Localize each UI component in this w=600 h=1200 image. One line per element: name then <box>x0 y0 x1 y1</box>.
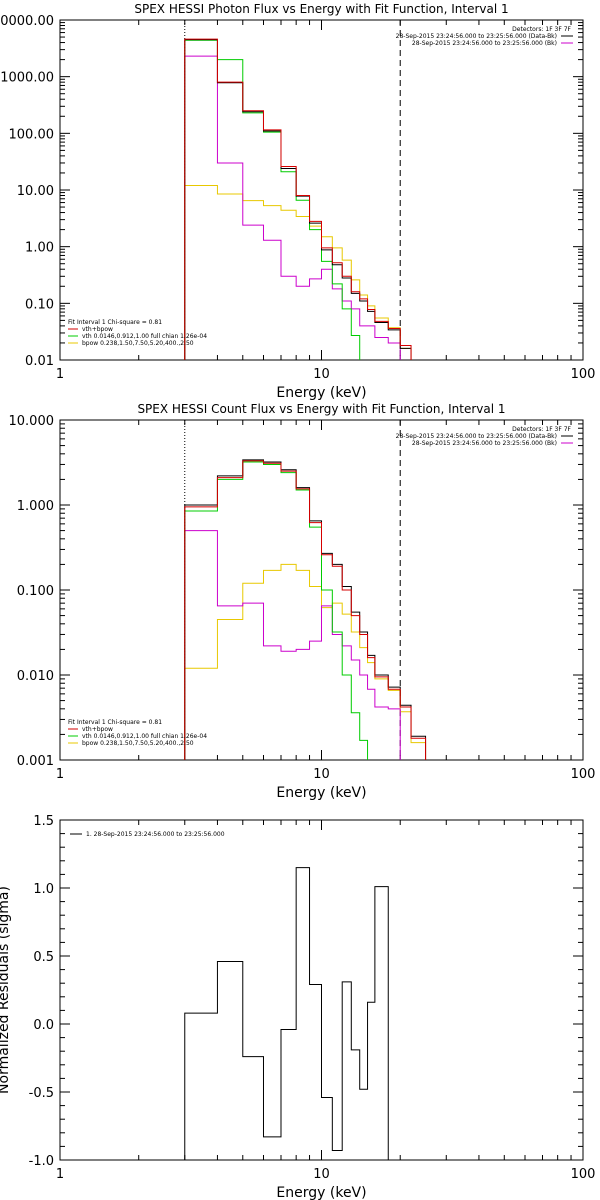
x-tick-label: 1 <box>56 767 64 782</box>
y-tick-label: 10.00 <box>17 184 54 199</box>
series-bpow-line <box>184 563 427 760</box>
y-axis-label: Normalized Residuals (sigma) <box>0 886 12 1094</box>
y-tick-label: 0.10 <box>25 297 54 312</box>
series-group <box>184 867 401 1160</box>
series-bk-line <box>184 55 401 360</box>
x-axis-label: Energy (keV) <box>276 785 366 801</box>
legend-data-interval: 28-Sep-2015 23:24:56.000 to 23:25:56.000… <box>396 33 557 40</box>
legend-sum-label: vth+bpow <box>82 726 113 733</box>
y-tick-label: 0.010 <box>17 669 54 684</box>
residuals-panel: 1 10 100 -1.0 -0.5 0.0 0.5 1.0 1.5 Energy (keV) No… <box>0 814 595 1200</box>
legend-fit-info: Fit Interval 1 Chi-square = 0.81 <box>68 319 162 326</box>
count-flux-panel: SPEX HESSI Count Flux vs Energy with Fit… <box>9 402 596 801</box>
legend-vth-label: vth 0.0146,0.912,1.00 full chian 1.26e-0… <box>82 333 207 340</box>
y-tick-label: 0.001 <box>17 754 54 769</box>
y-tick-label: -1.0 <box>29 1154 54 1169</box>
y-tick-label: 1.000 <box>17 499 54 514</box>
series-sum-line <box>184 38 412 360</box>
y-tick-label: 0.0 <box>33 1018 54 1033</box>
series-total-line <box>184 867 401 1160</box>
legend-bpow-label: bpow 0.238,1.50,7.50,5.20,400.,2.50 <box>82 340 194 347</box>
legend-sum-label: vth+bpow <box>82 326 113 333</box>
series-group <box>184 459 427 760</box>
y-tick-label: 1.00 <box>25 241 54 256</box>
series-vth-line <box>184 39 361 360</box>
series-vth-line <box>184 461 369 760</box>
legend-interval: 1. 28-Sep-2015 23:24:56.000 to 23:25:56.… <box>86 831 225 838</box>
x-tick-label: 10 <box>313 367 330 382</box>
x-tick-label: 1 <box>56 367 64 382</box>
y-tick-label: 1.5 <box>33 814 54 829</box>
y-tick-label: 1.0 <box>33 882 54 897</box>
series-total-line <box>184 459 427 760</box>
series-total-line <box>184 39 412 360</box>
series-sum-line <box>184 460 427 760</box>
plot-frame <box>59 19 584 361</box>
chart-title: SPEX HESSI Count Flux vs Energy with Fit… <box>137 402 505 416</box>
series-bk-line <box>184 530 401 760</box>
chart-title: SPEX HESSI Photon Flux vs Energy with Fi… <box>134 2 508 16</box>
x-tick-label: 10 <box>313 1167 330 1182</box>
x-tick-label: 100 <box>571 767 596 782</box>
photon-flux-panel: SPEX HESSI Photon Flux vs Energy with Fi… <box>0 2 596 401</box>
legend-data-interval: 28-Sep-2015 23:24:56.000 to 23:25:56.000… <box>396 433 557 440</box>
x-axis-label: Energy (keV) <box>276 385 366 401</box>
x-tick-label: 100 <box>571 367 596 382</box>
y-tick-label: 10.000 <box>9 414 55 429</box>
y-tick-label: 10000.00 <box>0 14 54 29</box>
legend-bk-interval: 28-Sep-2015 23:24:56.000 to 23:25:56.000… <box>412 440 557 447</box>
legend-bk-interval: 28-Sep-2015 23:24:56.000 to 23:25:56.000… <box>412 40 557 47</box>
legend-fit-info: Fit Interval 1 Chi-square = 0.81 <box>68 719 162 726</box>
x-tick-label: 1 <box>56 1167 64 1182</box>
x-axis-label: Energy (keV) <box>276 1185 366 1200</box>
legend-detectors: Detectors: 1F 3F 7F <box>512 26 571 33</box>
y-tick-label: 1000.00 <box>0 71 54 86</box>
legend-vth-label: vth 0.0146,0.912,1.00 full chian 1.26e-0… <box>82 733 207 740</box>
y-tick-label: 0.5 <box>33 950 54 965</box>
y-tick-label: 0.01 <box>25 354 54 369</box>
x-tick-label: 100 <box>571 1167 596 1182</box>
y-tick-label: 0.100 <box>17 584 54 599</box>
legend-bpow-label: bpow 0.238,1.50,7.50,5.20,400.,2.50 <box>82 740 194 747</box>
series-bpow-line <box>184 185 412 360</box>
y-tick-label: 100.00 <box>9 127 55 142</box>
x-tick-label: 10 <box>313 767 330 782</box>
y-tick-label: -0.5 <box>29 1086 54 1101</box>
legend-detectors: Detectors: 1F 3F 7F <box>512 426 571 433</box>
series-group <box>184 38 412 360</box>
